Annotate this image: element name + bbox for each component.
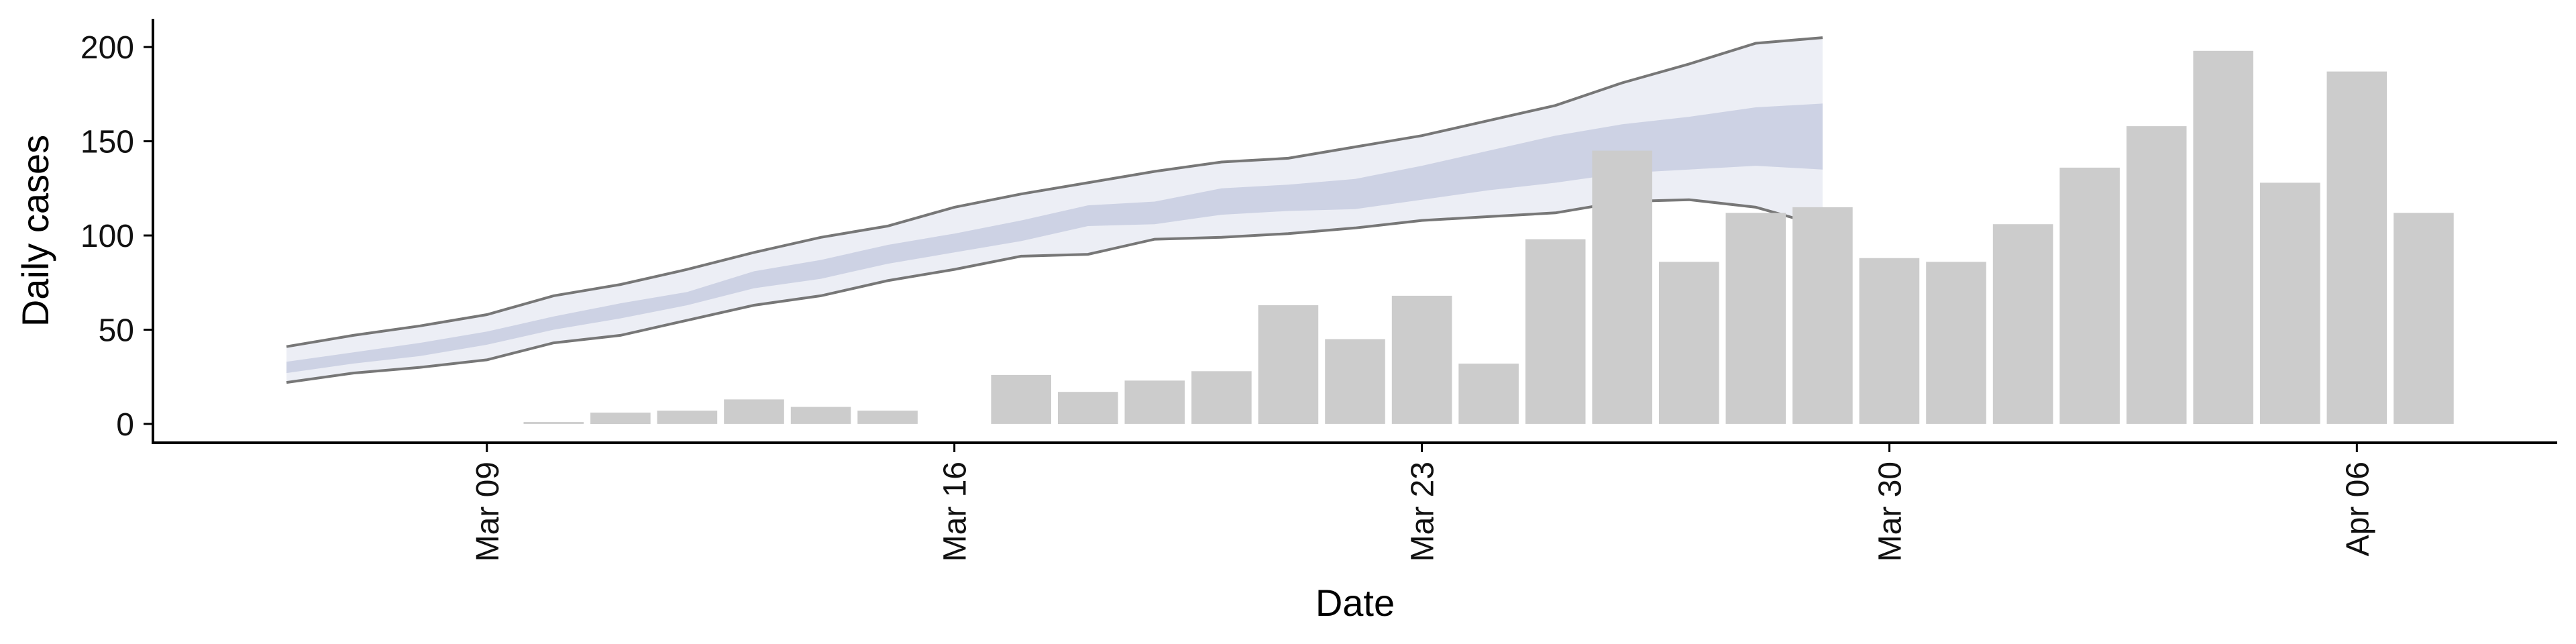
forecast-upper-line [286,36,1823,348]
bar [1525,239,1586,424]
bar [1592,150,1652,424]
bar [590,413,651,424]
x-tick-label: Mar 30 [1872,462,1908,561]
bar [1926,262,1986,424]
bar [1325,339,1385,424]
bar [857,411,918,424]
bar [2126,126,2187,424]
y-tick-label: 50 [99,313,134,348]
bar [724,399,784,424]
y-tick-label: 150 [80,125,134,160]
x-tick-label: Apr 06 [2340,462,2375,556]
x-tick-label: Mar 23 [1405,462,1441,561]
forecast-lower-line [286,198,1823,384]
y-tick-label: 0 [116,407,134,443]
bar [2394,213,2454,424]
x-tick-label: Mar 16 [938,462,973,561]
forecast-layer [286,36,1823,384]
bar [523,422,584,424]
bar [1191,371,1252,424]
y-axis-title: Daily cases [14,135,56,327]
bar [991,374,1051,424]
x-tick-label: Mar 09 [470,462,506,561]
bar [1659,262,1719,424]
bar [657,411,718,424]
bar [1725,213,1786,424]
bar [2059,167,2120,424]
bar [1058,392,1118,424]
bar [2193,50,2253,425]
y-tick-label: 100 [80,219,134,254]
bar [1258,305,1319,424]
bar [1391,295,1452,424]
x-axis-title: Date [1316,582,1395,624]
bar [2260,182,2320,424]
bar [1124,380,1185,424]
forecast-band-50 [286,103,1823,374]
bar [1792,207,1853,424]
bars-layer [523,50,2454,425]
bar [1992,224,2053,424]
x-ticks: Mar 09 Mar 16 Mar 23 Mar 30 Apr 06 [470,443,2375,561]
bar [1458,364,1519,424]
y-tick-label: 200 [80,30,134,66]
y-ticks: 0 50 100 150 200 [80,30,153,443]
bar [1859,258,1920,424]
bar [2326,71,2387,424]
bar [790,407,851,424]
axes-layer [152,19,2557,444]
